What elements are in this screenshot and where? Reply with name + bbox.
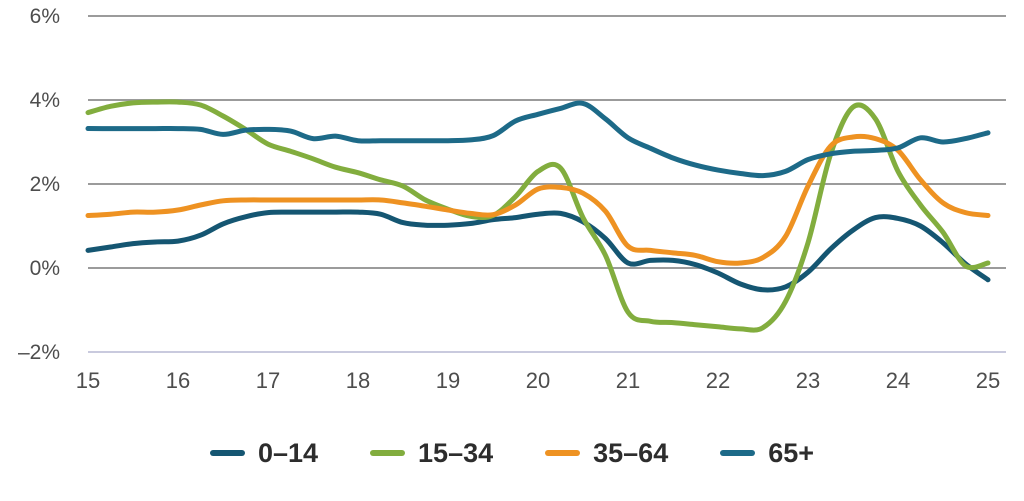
x-tick-label: 16 [166,368,190,393]
x-tick-label: 25 [976,368,1000,393]
legend-label-65plus: 65+ [768,437,815,468]
y-tick-label: 0% [30,257,60,280]
y-tick-label: 4% [30,89,60,112]
y-tick-label: 6% [30,5,60,28]
legend-swatch-15-34 [370,450,406,456]
chart-legend: 0–14 15–34 35–64 65+ [0,430,1024,476]
x-tick-label: 21 [616,368,640,393]
x-tick-label: 19 [436,368,460,393]
x-tick-label: 17 [256,368,280,393]
legend-label-0-14: 0–14 [257,437,319,468]
y-tick-label: –2% [18,341,60,364]
series-line-35-64 [85,133,991,266]
legend-item-65plus: 65+ [720,438,814,469]
x-tick-label: 18 [346,368,370,393]
y-tick-label: 2% [30,173,60,196]
legend-item-0-14: 0–14 [209,437,319,469]
legend-swatch-35-64 [545,450,581,456]
x-tick-label: 15 [76,368,100,393]
x-tick-label: 24 [886,368,910,393]
legend-swatch-65plus [720,450,756,456]
chart-svg: 6% 4% 2% 0% –2% 15 16 17 18 19 20 21 22 23 24 25 [18,5,1006,393]
legend-label-35-64: 35–64 [593,437,669,468]
series-line-15-34 [85,99,991,333]
x-tick-label: 20 [526,368,550,393]
legend-label-15-34: 15–34 [418,437,494,468]
legend-item-35-64: 35–64 [545,438,668,469]
x-tick-label: 22 [706,368,730,393]
legend-swatch-0-14 [209,450,245,456]
legend-item-15-34: 15–34 [370,438,493,469]
series-line-65plus [85,100,991,179]
series-line-0-14 [85,209,991,293]
x-tick-label: 23 [796,368,820,393]
